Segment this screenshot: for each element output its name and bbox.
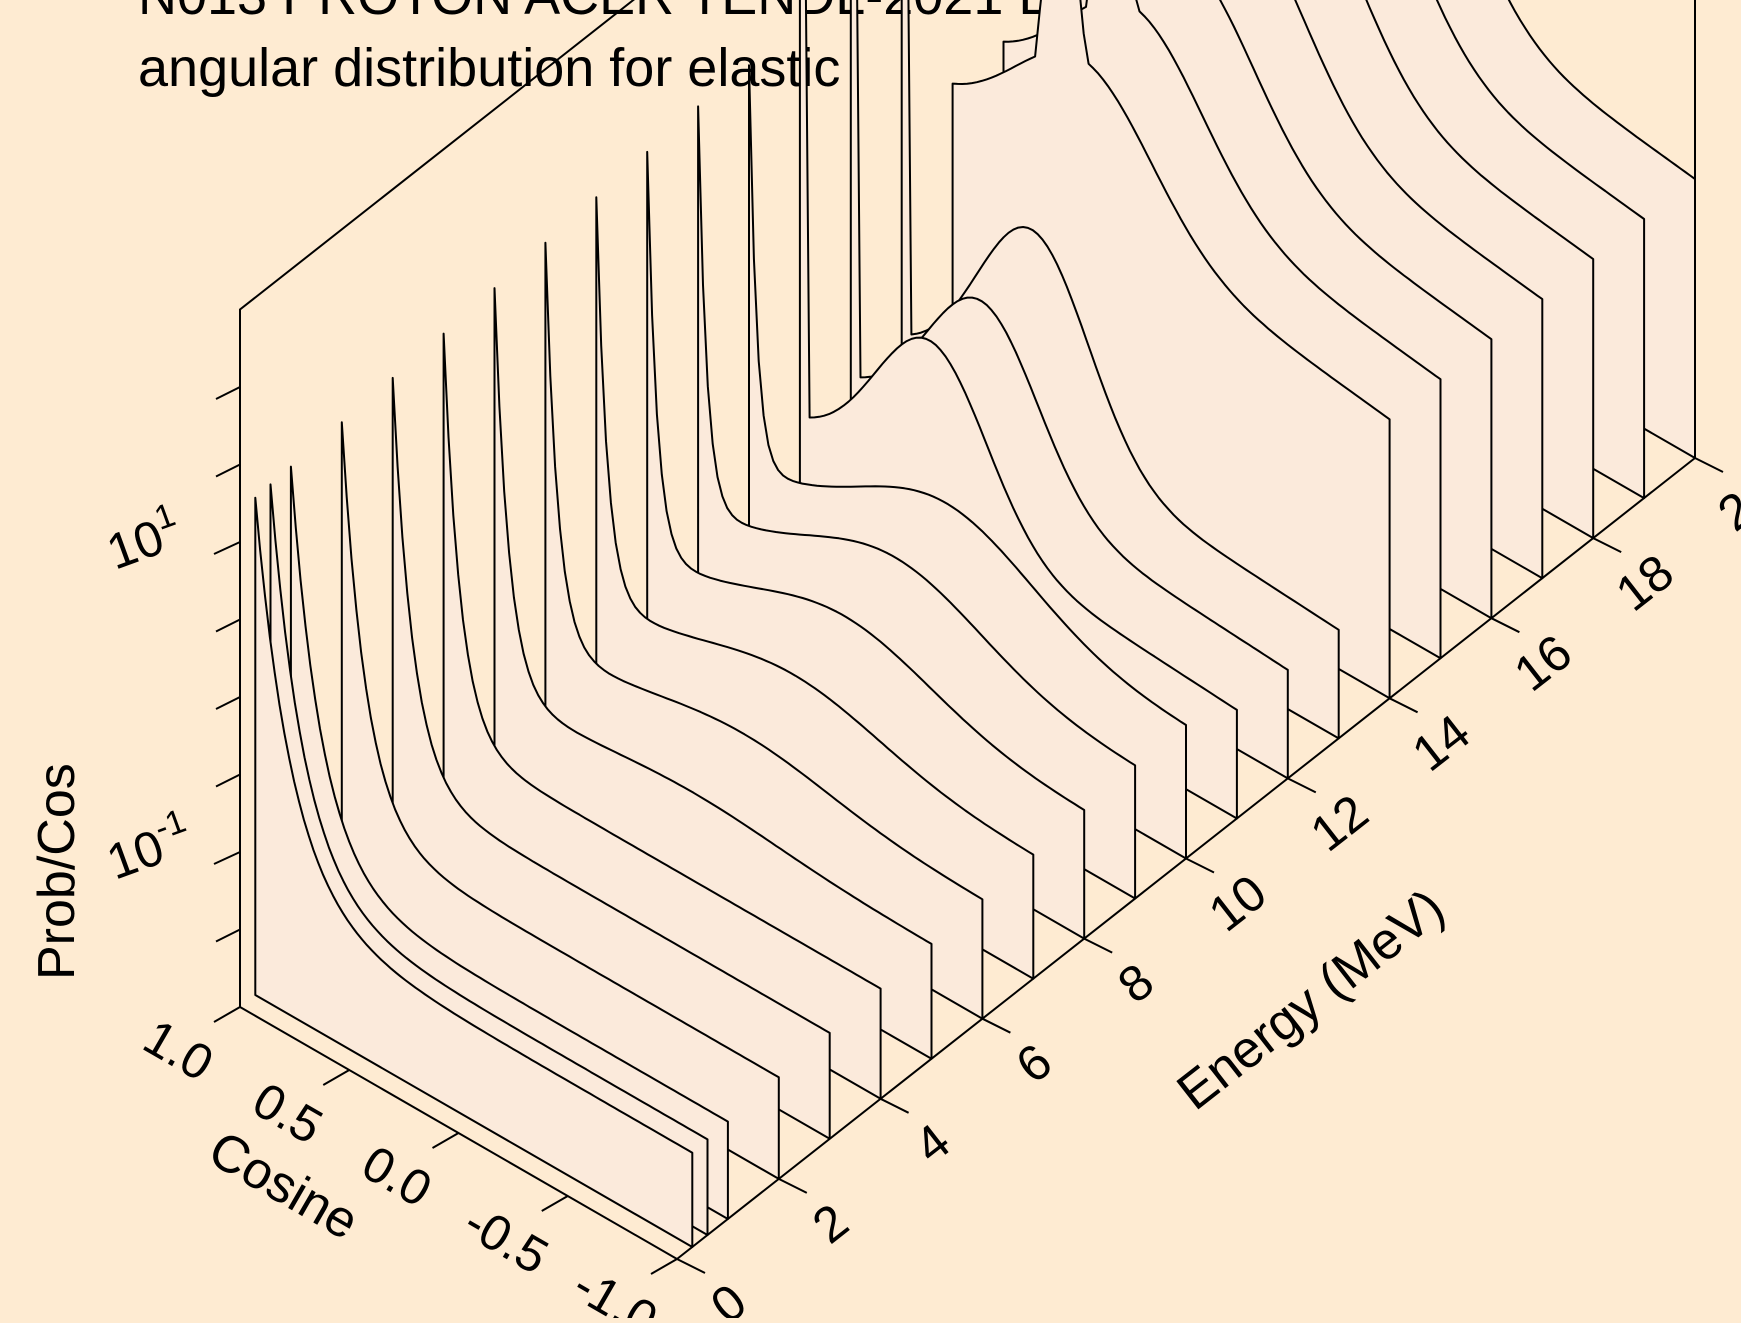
energy-tick [1694, 457, 1724, 473]
prob-tick [215, 618, 241, 633]
energy-tick-label: 18 [1606, 544, 1684, 622]
prob-tick [215, 928, 241, 943]
prob-tick-label: 10-1 [97, 802, 199, 891]
energy-tick [676, 1258, 706, 1274]
energy-tick-label: 8 [1108, 953, 1164, 1014]
prob-tick [213, 851, 241, 865]
prob-axis-label: Prob/Cos [28, 763, 86, 980]
axes [213, 309, 1724, 1275]
energy-tick-label: 0 [700, 1273, 756, 1318]
cosine-tick-label: -0.5 [455, 1193, 558, 1285]
energy-tick [981, 1017, 1011, 1034]
prob-tick [215, 386, 241, 400]
slice-14-mev [951, 0, 1391, 700]
slice-0.3-mev [254, 496, 694, 1248]
cosine-tick [322, 1069, 350, 1086]
prob-tick-label: 101 [97, 496, 189, 581]
cosine-tick [213, 1006, 241, 1023]
prob-tick [215, 773, 241, 788]
energy-tick [1287, 777, 1317, 794]
energy-tick-label: 14 [1402, 704, 1480, 782]
chart-title-line-2: angular distribution for elastic [138, 38, 840, 98]
cosine-tick-label: 0.0 [353, 1135, 441, 1218]
energy-tick [880, 1097, 910, 1114]
prob-tick [215, 463, 241, 478]
energy-tick-label: 12 [1300, 784, 1378, 862]
energy-tick [1490, 617, 1520, 634]
prob-tick [213, 541, 241, 555]
energy-tick [1389, 697, 1419, 714]
cosine-tick [541, 1195, 569, 1212]
energy-tick-label: 10 [1198, 864, 1276, 942]
energy-tick-label: 20 [1707, 463, 1741, 541]
cosine-tick [650, 1258, 678, 1275]
energy-axis-label: Energy (MeV) [1167, 878, 1455, 1121]
cosine-tick [432, 1132, 459, 1149]
energy-tick [1185, 857, 1215, 874]
energy-tick [778, 1178, 808, 1194]
energy-tick-label: 4 [904, 1113, 960, 1174]
cosine-tick-label: -1.0 [564, 1256, 667, 1318]
prob-tick [215, 696, 241, 710]
distribution-slices [254, 0, 1696, 1248]
energy-tick-label: 16 [1504, 624, 1582, 702]
energy-tick-label: 6 [1006, 1033, 1062, 1094]
cosine-tick-label: 1.0 [134, 1009, 222, 1092]
energy-tick [1083, 937, 1113, 954]
energy-tick [1592, 537, 1622, 553]
energy-tick-label: 2 [802, 1193, 858, 1254]
